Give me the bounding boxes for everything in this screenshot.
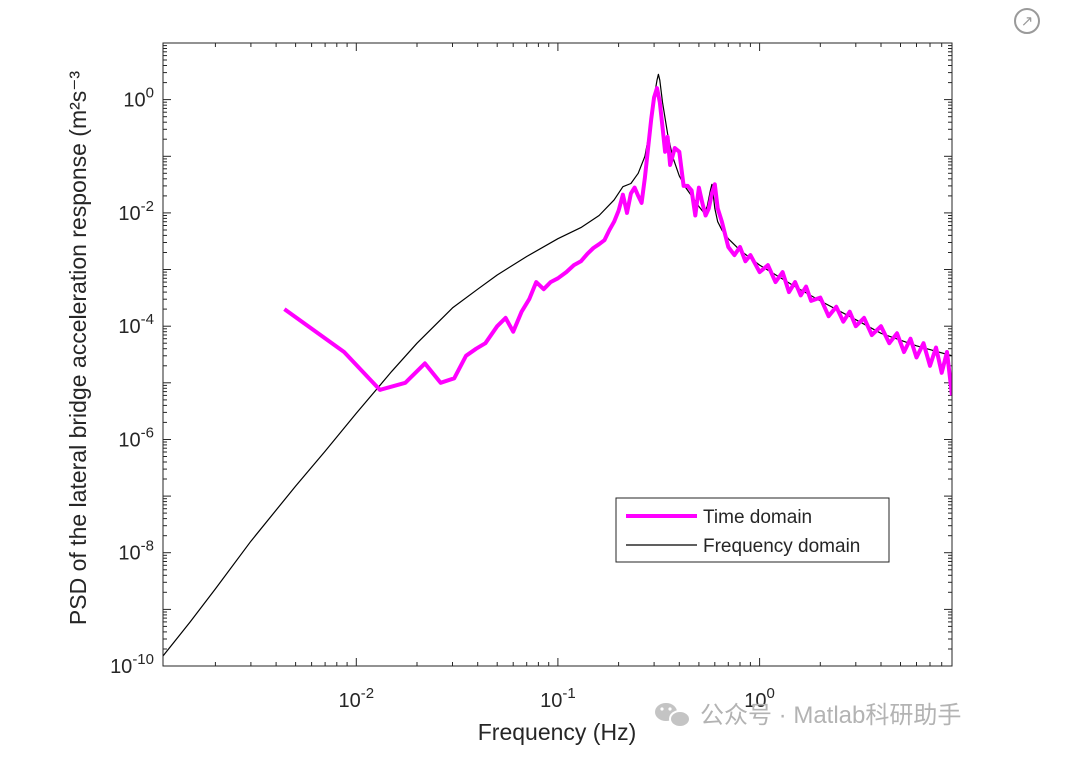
tick-labels: 10-2 10-1 100 10-10 10-8 10-6 10-4 10-2 100 <box>110 85 775 712</box>
legend-box <box>615 497 890 563</box>
legend: Time domain Frequency domain <box>615 497 890 563</box>
external-link-icon[interactable]: ↗ <box>1014 8 1040 34</box>
tick-marks <box>163 42 953 667</box>
time-domain-line <box>283 86 952 396</box>
y-tick-label: 100 <box>123 85 154 112</box>
plot-area-frame <box>162 42 953 667</box>
y-tick-label: 10-4 <box>118 311 154 338</box>
watermark: 公众号 · Matlab科研助手 <box>655 702 961 729</box>
x-tick-label: 10-1 <box>540 685 576 712</box>
y-tick-label: 10-2 <box>118 198 154 225</box>
x-axis-label: Frequency (Hz) <box>478 719 636 745</box>
wechat-icon <box>655 703 691 728</box>
x-tick-label: 10-2 <box>338 685 374 712</box>
y-tick-label: 10-10 <box>110 651 154 678</box>
y-tick-label: 10-8 <box>118 538 154 565</box>
watermark-text: 公众号 · Matlab科研助手 <box>700 702 961 729</box>
y-tick-label: 10-6 <box>118 424 154 451</box>
x-tick-label: 100 <box>744 685 775 712</box>
legend-label-time-domain: Time domain <box>703 507 812 528</box>
legend-label-frequency-domain: Frequency domain <box>703 536 860 557</box>
y-axis-label: PSD of the lateral bridge acceleration r… <box>65 71 91 626</box>
